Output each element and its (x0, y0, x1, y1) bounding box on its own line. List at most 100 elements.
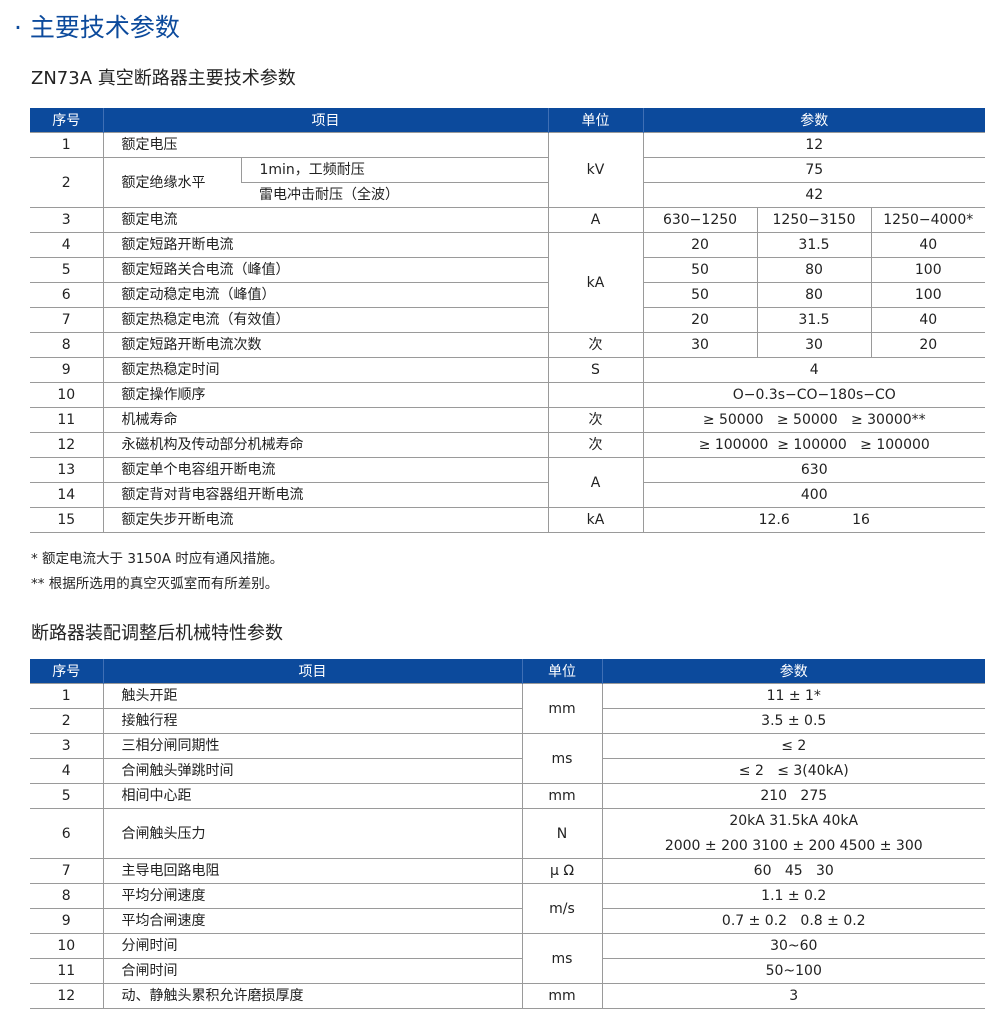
table-cell: 50~100 (601, 958, 985, 984)
mechanical-specs-table: 序号 项目 单位 参数 1 触头开距 mm 11 ± 1* 2 接触行程 3.5 ± 0.5 3 三相分… (30, 659, 985, 1009)
table-cell: 5 (30, 257, 103, 283)
table-cell: 210 275 (601, 783, 985, 809)
table-row: 10 额定操作顺序 O−0.3s−CO−180s−CO (30, 382, 985, 408)
table-cell: 平均分闸速度 (102, 883, 522, 909)
table-row: 6 合闸触头压力 N 20kA 31.5kA 40kA 2000 ± 200 3100… (30, 808, 985, 859)
table-cell: 6 (30, 808, 103, 859)
table-cell: 3.5 ± 0.5 (601, 708, 985, 734)
table-cell: 9 (30, 357, 103, 383)
table-cell: 12 (30, 983, 103, 1009)
table-row: 8 额定短路开断电流次数次 30 30 20 (30, 332, 985, 358)
table-cell: 0.7 ± 0.2 0.8 ± 0.2 (601, 908, 985, 934)
table-row: 5 额定短路关合电流（峰值） 50 80 100 (30, 257, 985, 283)
table-cell: 2 (30, 708, 103, 734)
table-cell: 额定单个电容组开断电流 (102, 457, 548, 483)
table-cell: 次 (547, 407, 643, 433)
table-row: 4 额定短路开断电流 kA 20 31.5 40 (30, 232, 985, 333)
table-cell: 合闸触头压力 (102, 808, 522, 859)
table-cell: 75 (642, 157, 985, 183)
table-cell: 三相分闸同期性 (102, 733, 522, 759)
page-title: · 主要技术参数 (14, 13, 180, 42)
table-cell: 11 (30, 958, 103, 984)
table-cell: 额定操作顺序 (102, 382, 548, 408)
table-cell: 100 (870, 282, 985, 308)
table-cell: m/s (521, 883, 602, 934)
table-cell: 额定电流 (102, 207, 548, 233)
table-row: 雷电冲击耐压（全波） 42 (30, 182, 985, 208)
table-cell: 机械寿命 (102, 407, 548, 433)
table-cell: 接触行程 (102, 708, 522, 734)
table-row: 2 接触行程 3.5 ± 0.5 (30, 708, 985, 734)
footnote-1: * 额定电流大于 3150A 时应有通风措施。 (31, 551, 284, 567)
table-cell: 30 (756, 332, 871, 358)
table-cell: kV (547, 132, 643, 208)
table-cell: 雷电冲击耐压（全波） (241, 182, 548, 208)
table-cell: mm (521, 683, 602, 734)
table-cell: 动、静触头累积允许磨损厚度 (102, 983, 522, 1009)
table-cell: 40 (870, 232, 985, 258)
table-cell: 永磁机构及传动部分机械寿命 (102, 432, 548, 458)
table-cell: 10 (30, 382, 103, 408)
table-row: 11 合闸时间 50~100 (30, 958, 985, 984)
table-cell: 4 (30, 232, 103, 258)
table-cell: 42 (642, 182, 985, 208)
table-cell: 31.5 (756, 307, 871, 333)
column-header: 项目 (102, 108, 548, 133)
table-row: 2 额定绝缘水平 1min，工频耐压 75 (30, 157, 985, 208)
table-cell: 2 (30, 157, 103, 208)
table-cell: 10 (30, 933, 103, 959)
table-cell: A (547, 207, 643, 233)
table-cell: 20 (642, 307, 757, 333)
table-cell: 12 (642, 132, 985, 158)
header-row: 序号 项目 单位 参数 (30, 108, 985, 133)
table-cell: 额定背对背电容器组开断电流 (102, 482, 548, 508)
table-cell: ≤ 2 ≤ 3(40kA) (601, 758, 985, 784)
table-cell: 1250−4000* (870, 207, 985, 233)
table-cell: 触头开距 (102, 683, 522, 709)
table-row: 5 相间中心距 mm 210 275 (30, 783, 985, 809)
table-cell: S (547, 357, 643, 383)
table2-caption: 断路器装配调整后机械特性参数 (31, 623, 283, 644)
table-cell: 额定动稳定电流（峰值） (102, 282, 548, 308)
table-cell: A (547, 457, 643, 508)
footnote-2: ** 根据所选用的真空灭弧室而有所差别。 (31, 576, 279, 592)
table-cell: 额定热稳定电流（有效值） (102, 307, 548, 333)
table-cell: O−0.3s−CO−180s−CO (642, 382, 985, 408)
table-cell: kA (547, 232, 643, 333)
table-cell: 80 (756, 282, 871, 308)
table-row: 12 永磁机构及传动部分机械寿命次 ≥ 100000 ≥ 100000 ≥ 1000… (30, 432, 985, 458)
table-row: 7 额定热稳定电流（有效值） 20 31.5 40 (30, 307, 985, 333)
table-cell: 1.1 ± 0.2 (601, 883, 985, 909)
table-cell: μ Ω (521, 858, 602, 884)
table-row: 10 分闸时间 ms 30~60 (30, 933, 985, 984)
table-row: 6 额定动稳定电流（峰值） 50 80 100 (30, 282, 985, 308)
table-cell: mm (521, 783, 602, 809)
table-row: 4 合闸触头弹跳时间 ≤ 2 ≤ 3(40kA) (30, 758, 985, 784)
table-cell: 60 45 30 (601, 858, 985, 884)
table-cell: 20 (870, 332, 985, 358)
table-row: 9 平均合闸速度 0.7 ± 0.2 0.8 ± 0.2 (30, 908, 985, 934)
table-cell (547, 382, 643, 408)
table1-caption: ZN73A 真空断路器主要技术参数 (31, 68, 296, 89)
table-row: 11 机械寿命次 ≥ 50000 ≥ 50000 ≥ 30000** (30, 407, 985, 433)
table-cell: 4 (642, 357, 985, 383)
table-cell: ≥ 50000 ≥ 50000 ≥ 30000** (642, 407, 985, 433)
table-cell: 40 (870, 307, 985, 333)
table-cell: 额定热稳定时间 (102, 357, 548, 383)
table-cell: 分闸时间 (102, 933, 522, 959)
column-header: 参数 (601, 659, 985, 684)
table-cell: 50 (642, 257, 757, 283)
table-cell: 7 (30, 858, 103, 884)
table-cell: 相间中心距 (102, 783, 522, 809)
table-cell: 11 (30, 407, 103, 433)
table-cell: 额定电压 (102, 132, 548, 158)
table-cell: 13 (30, 457, 103, 483)
table-cell: 4 (30, 758, 103, 784)
table-row: 15 额定失步开断电流 kA 12.6 16 (30, 507, 985, 533)
table-cell: 8 (30, 332, 103, 358)
table-cell: 400 (642, 482, 985, 508)
column-header: 项目 (102, 659, 522, 684)
table-cell: 20 (642, 232, 757, 258)
table-cell: 30~60 (601, 933, 985, 959)
table-cell: 80 (756, 257, 871, 283)
